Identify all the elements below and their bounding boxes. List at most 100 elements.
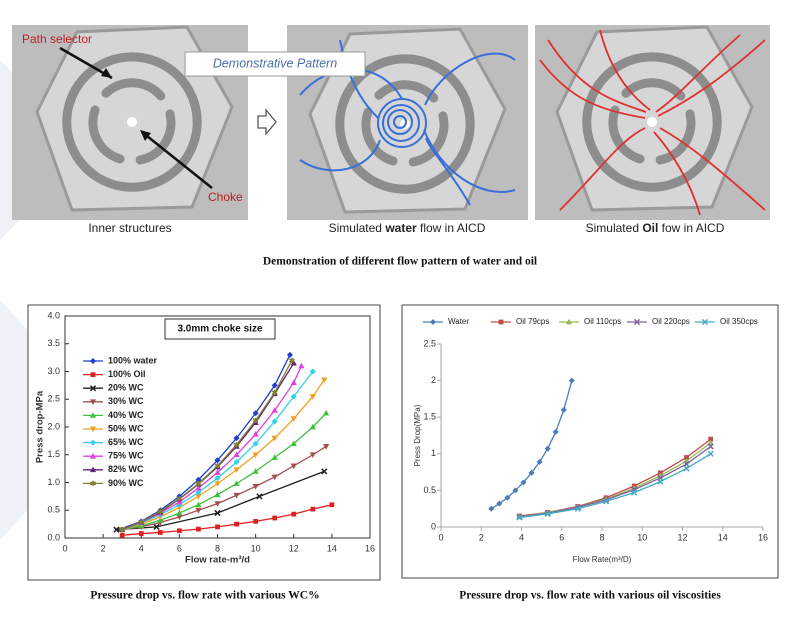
marker xyxy=(290,393,297,400)
legend-label: Water xyxy=(448,317,469,326)
marker xyxy=(233,435,240,442)
marker xyxy=(214,491,221,498)
legend-label: 100% Oil xyxy=(108,369,146,379)
marker xyxy=(90,372,96,377)
marker xyxy=(290,379,297,385)
marker xyxy=(195,507,202,514)
marker xyxy=(271,454,278,460)
x-tick-label: 10 xyxy=(637,532,647,542)
panel-caption: Simulated Oil fow in AICD xyxy=(586,221,725,235)
y-tick-label: 2.5 xyxy=(47,394,60,404)
marker xyxy=(288,357,295,363)
marker xyxy=(574,505,581,512)
legend-label: Oil 79cps xyxy=(516,317,549,326)
marker xyxy=(271,407,278,413)
marker xyxy=(195,501,202,508)
marker xyxy=(520,479,527,486)
marker xyxy=(90,480,96,486)
y-tick-label: 1.5 xyxy=(423,412,436,422)
x-axis-label: Flow rate-m³/d xyxy=(185,555,250,566)
marker xyxy=(496,500,503,507)
y-tick-label: 2.0 xyxy=(47,421,60,431)
marker xyxy=(176,498,183,505)
series-line xyxy=(122,504,333,536)
marker xyxy=(286,351,293,358)
x-tick-label: 0 xyxy=(62,543,67,553)
marker xyxy=(271,389,278,396)
marker xyxy=(89,426,97,433)
marker xyxy=(195,484,202,491)
marker xyxy=(488,505,495,512)
marker xyxy=(683,465,690,472)
series-line xyxy=(121,360,293,531)
series-line xyxy=(118,354,291,531)
series-line xyxy=(122,412,327,531)
series-line xyxy=(519,445,712,518)
marker xyxy=(214,463,221,469)
banner-text: Demonstrative Pattern xyxy=(213,56,337,70)
y-tick-label: 3.5 xyxy=(47,338,60,348)
marker xyxy=(504,494,511,501)
panel-caption: Simulated water flow in AICD xyxy=(329,221,486,235)
marker xyxy=(214,509,221,517)
y-tick-label: 2.5 xyxy=(423,338,436,348)
y-tick-label: 1 xyxy=(431,448,436,458)
marker xyxy=(233,451,240,458)
marker xyxy=(271,435,278,442)
x-tick-label: 2 xyxy=(101,543,106,553)
y-tick-label: 4.0 xyxy=(47,310,60,320)
y-tick-label: 0.0 xyxy=(47,532,60,542)
figure-caption: Demonstration of different flow pattern … xyxy=(263,256,537,268)
marker xyxy=(602,498,610,505)
chart-frame xyxy=(27,304,381,581)
marker xyxy=(544,510,551,517)
marker xyxy=(252,417,259,423)
marker xyxy=(633,318,641,326)
series-line xyxy=(122,445,327,531)
marker xyxy=(233,458,240,465)
marker xyxy=(214,457,221,464)
marker xyxy=(215,524,220,530)
marker xyxy=(291,511,297,517)
marker xyxy=(234,521,239,527)
marker xyxy=(153,523,160,531)
legend-label: 20% WC xyxy=(108,383,144,393)
x-axis-label: Flow Rate(m³/D) xyxy=(573,555,632,564)
series-line xyxy=(519,453,712,519)
marker xyxy=(214,501,221,507)
arrow-icon xyxy=(257,108,277,136)
marker xyxy=(310,506,316,512)
marker xyxy=(272,515,278,521)
marker xyxy=(176,509,183,516)
marker xyxy=(271,474,278,481)
marker xyxy=(252,430,259,437)
marker xyxy=(138,531,144,536)
marker xyxy=(708,436,714,442)
marker xyxy=(309,423,316,430)
marker xyxy=(113,526,120,533)
marker xyxy=(512,487,519,494)
y-tick-label: 3.0 xyxy=(47,366,60,376)
x-tick-label: 6 xyxy=(177,543,182,553)
x-tick-label: 4 xyxy=(519,532,524,542)
marker xyxy=(138,519,145,525)
y-tick-label: 1.5 xyxy=(47,449,60,459)
annotation: Choke xyxy=(208,190,243,204)
legend-label: 50% WC xyxy=(108,423,144,433)
panel-oil: Simulated Oil fow in AICD xyxy=(535,25,770,235)
marker xyxy=(290,416,297,422)
legend-label: Oil 220cps xyxy=(652,317,690,326)
marker xyxy=(707,443,714,450)
x-tick-label: 8 xyxy=(215,543,220,553)
marker xyxy=(271,418,278,425)
x-tick-label: 14 xyxy=(327,543,337,553)
marker xyxy=(252,410,259,417)
marker xyxy=(89,357,97,365)
legend-label: Oil 350cps xyxy=(720,317,758,326)
x-tick-label: 12 xyxy=(677,532,687,542)
x-tick-label: 16 xyxy=(365,543,375,553)
marker xyxy=(323,409,330,416)
marker xyxy=(252,468,259,474)
marker xyxy=(290,463,297,470)
legend-label: 90% WC xyxy=(108,478,144,488)
